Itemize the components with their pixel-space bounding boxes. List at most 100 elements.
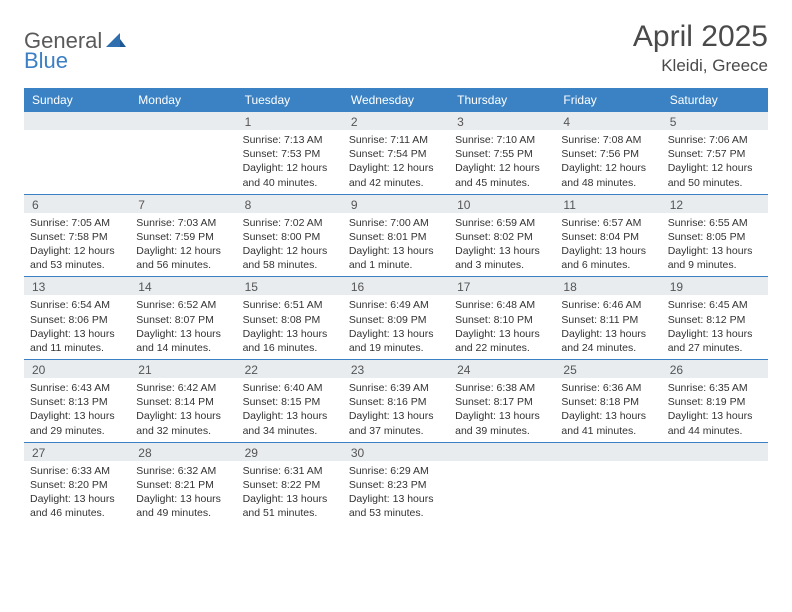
daylight-line2: and 29 minutes. (30, 424, 124, 438)
sunset: Sunset: 8:23 PM (349, 478, 443, 492)
day-cell: 24Sunrise: 6:38 AMSunset: 8:17 PMDayligh… (449, 360, 555, 442)
sunset: Sunset: 8:05 PM (668, 230, 762, 244)
weekday-header: Wednesday (343, 88, 449, 112)
daylight-line2: and 22 minutes. (455, 341, 549, 355)
day-cell: 8Sunrise: 7:02 AMSunset: 8:00 PMDaylight… (237, 195, 343, 277)
day-cell (130, 112, 236, 194)
sunset: Sunset: 7:56 PM (561, 147, 655, 161)
day-body: Sunrise: 6:46 AMSunset: 8:11 PMDaylight:… (555, 295, 661, 359)
day-body: Sunrise: 6:33 AMSunset: 8:20 PMDaylight:… (24, 461, 130, 525)
sunrise: Sunrise: 6:52 AM (136, 298, 230, 312)
daylight-line2: and 44 minutes. (668, 424, 762, 438)
sunrise: Sunrise: 6:49 AM (349, 298, 443, 312)
location: Kleidi, Greece (633, 56, 768, 76)
day-number: 20 (24, 360, 130, 378)
sunset: Sunset: 8:02 PM (455, 230, 549, 244)
daylight-line1: Daylight: 13 hours (455, 327, 549, 341)
day-cell: 25Sunrise: 6:36 AMSunset: 8:18 PMDayligh… (555, 360, 661, 442)
day-body: Sunrise: 7:00 AMSunset: 8:01 PMDaylight:… (343, 213, 449, 277)
sunrise: Sunrise: 6:54 AM (30, 298, 124, 312)
daylight-line1: Daylight: 13 hours (668, 409, 762, 423)
sunset: Sunset: 8:20 PM (30, 478, 124, 492)
sunrise: Sunrise: 7:11 AM (349, 133, 443, 147)
sunrise: Sunrise: 7:13 AM (243, 133, 337, 147)
day-number: 23 (343, 360, 449, 378)
day-cell: 5Sunrise: 7:06 AMSunset: 7:57 PMDaylight… (662, 112, 768, 194)
day-body: Sunrise: 7:02 AMSunset: 8:00 PMDaylight:… (237, 213, 343, 277)
day-body: Sunrise: 6:38 AMSunset: 8:17 PMDaylight:… (449, 378, 555, 442)
day-body: Sunrise: 6:42 AMSunset: 8:14 PMDaylight:… (130, 378, 236, 442)
title-block: April 2025 Kleidi, Greece (633, 20, 768, 76)
daylight-line2: and 11 minutes. (30, 341, 124, 355)
day-body: Sunrise: 6:49 AMSunset: 8:09 PMDaylight:… (343, 295, 449, 359)
daylight-line1: Daylight: 13 hours (455, 409, 549, 423)
daylight-line1: Daylight: 12 hours (30, 244, 124, 258)
day-cell (555, 443, 661, 525)
daylight-line1: Daylight: 13 hours (561, 327, 655, 341)
sunset: Sunset: 8:11 PM (561, 313, 655, 327)
day-number: 22 (237, 360, 343, 378)
day-body: Sunrise: 7:05 AMSunset: 7:58 PMDaylight:… (24, 213, 130, 277)
day-number: 7 (130, 195, 236, 213)
sunset: Sunset: 8:12 PM (668, 313, 762, 327)
day-cell (24, 112, 130, 194)
sunrise: Sunrise: 6:42 AM (136, 381, 230, 395)
daylight-line2: and 37 minutes. (349, 424, 443, 438)
day-body: Sunrise: 6:35 AMSunset: 8:19 PMDaylight:… (662, 378, 768, 442)
day-number: 2 (343, 112, 449, 130)
sunset: Sunset: 8:22 PM (243, 478, 337, 492)
daylight-line2: and 3 minutes. (455, 258, 549, 272)
daylight-line2: and 6 minutes. (561, 258, 655, 272)
week-row: 13Sunrise: 6:54 AMSunset: 8:06 PMDayligh… (24, 277, 768, 359)
daylight-line2: and 46 minutes. (30, 506, 124, 520)
day-cell: 17Sunrise: 6:48 AMSunset: 8:10 PMDayligh… (449, 277, 555, 359)
daylight-line2: and 27 minutes. (668, 341, 762, 355)
day-number: 27 (24, 443, 130, 461)
day-cell: 3Sunrise: 7:10 AMSunset: 7:55 PMDaylight… (449, 112, 555, 194)
day-body: Sunrise: 7:10 AMSunset: 7:55 PMDaylight:… (449, 130, 555, 194)
sunrise: Sunrise: 7:05 AM (30, 216, 124, 230)
day-body: Sunrise: 6:36 AMSunset: 8:18 PMDaylight:… (555, 378, 661, 442)
day-body: Sunrise: 7:11 AMSunset: 7:54 PMDaylight:… (343, 130, 449, 194)
daylight-line1: Daylight: 13 hours (30, 409, 124, 423)
day-cell: 6Sunrise: 7:05 AMSunset: 7:58 PMDaylight… (24, 195, 130, 277)
day-cell: 12Sunrise: 6:55 AMSunset: 8:05 PMDayligh… (662, 195, 768, 277)
day-number: 19 (662, 277, 768, 295)
sunrise: Sunrise: 6:59 AM (455, 216, 549, 230)
daylight-line2: and 16 minutes. (243, 341, 337, 355)
day-cell (449, 443, 555, 525)
day-body: Sunrise: 7:06 AMSunset: 7:57 PMDaylight:… (662, 130, 768, 194)
day-number: 30 (343, 443, 449, 461)
daylight-line2: and 32 minutes. (136, 424, 230, 438)
daylight-line2: and 40 minutes. (243, 176, 337, 190)
day-cell: 11Sunrise: 6:57 AMSunset: 8:04 PMDayligh… (555, 195, 661, 277)
sunset: Sunset: 8:21 PM (136, 478, 230, 492)
sunrise: Sunrise: 6:51 AM (243, 298, 337, 312)
day-cell: 14Sunrise: 6:52 AMSunset: 8:07 PMDayligh… (130, 277, 236, 359)
daylight-line2: and 53 minutes. (349, 506, 443, 520)
day-number: 9 (343, 195, 449, 213)
day-number: 29 (237, 443, 343, 461)
empty-day-bar (555, 443, 661, 461)
weekday-header: Saturday (662, 88, 768, 112)
sunrise: Sunrise: 7:02 AM (243, 216, 337, 230)
daylight-line2: and 50 minutes. (668, 176, 762, 190)
weekday-header: Tuesday (237, 88, 343, 112)
day-number: 14 (130, 277, 236, 295)
day-body: Sunrise: 6:51 AMSunset: 8:08 PMDaylight:… (237, 295, 343, 359)
daylight-line1: Daylight: 13 hours (455, 244, 549, 258)
day-cell: 7Sunrise: 7:03 AMSunset: 7:59 PMDaylight… (130, 195, 236, 277)
logo-text-blue: Blue (24, 48, 68, 73)
weeks-container: 1Sunrise: 7:13 AMSunset: 7:53 PMDaylight… (24, 112, 768, 524)
sunset: Sunset: 8:13 PM (30, 395, 124, 409)
sunrise: Sunrise: 6:29 AM (349, 464, 443, 478)
daylight-line1: Daylight: 13 hours (349, 409, 443, 423)
day-cell: 26Sunrise: 6:35 AMSunset: 8:19 PMDayligh… (662, 360, 768, 442)
day-body: Sunrise: 6:31 AMSunset: 8:22 PMDaylight:… (237, 461, 343, 525)
daylight-line1: Daylight: 13 hours (136, 492, 230, 506)
day-cell: 9Sunrise: 7:00 AMSunset: 8:01 PMDaylight… (343, 195, 449, 277)
day-number: 21 (130, 360, 236, 378)
daylight-line1: Daylight: 12 hours (561, 161, 655, 175)
sunrise: Sunrise: 6:33 AM (30, 464, 124, 478)
sunrise: Sunrise: 6:38 AM (455, 381, 549, 395)
